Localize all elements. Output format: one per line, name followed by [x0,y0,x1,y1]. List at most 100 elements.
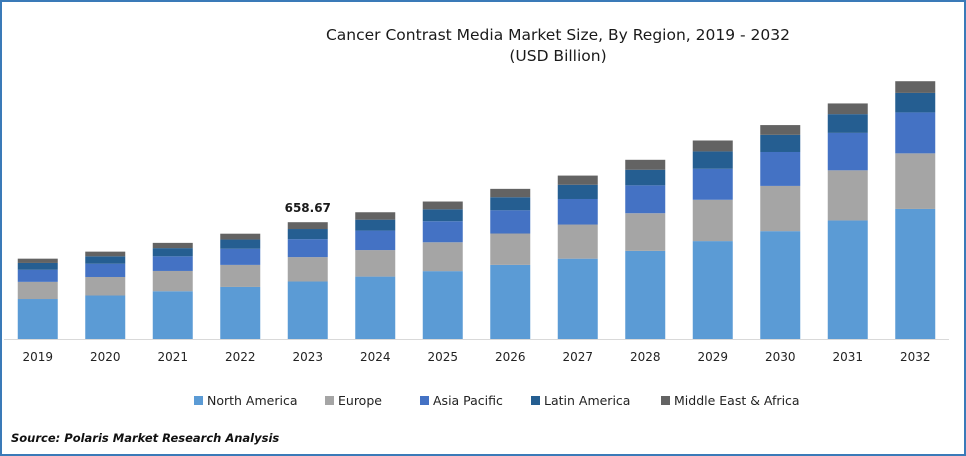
bar-north-america-2029 [692,241,733,339]
bar-asia-pacific-2027 [557,198,598,225]
x-tick-labels: 2019 2020 2021 2022 2023 2024 2025 2026 2027 2028… [22,350,930,364]
bar-latin-america-2029 [692,151,733,169]
annotation-2023: 658.67 [285,201,331,215]
bar-middle-east-and-africa-2032 [895,81,936,93]
bar-north-america-2020 [85,295,126,339]
x-tick-label-2026: 2026 [495,350,526,364]
bar-asia-pacific-2030 [760,151,801,186]
legend: North America Europe Asia Pacific Latin Ame… [194,393,800,408]
annotations: 658.67 [285,201,331,215]
bar-latin-america-2023 [287,229,328,240]
legend-label-north-america: North America [207,393,298,408]
bar-asia-pacific-2029 [692,168,733,200]
bar-europe-2023 [287,257,328,282]
bar-middle-east-and-africa-2029 [692,140,733,152]
x-tick-label-2024: 2024 [360,350,391,364]
bar-asia-pacific-2028 [625,185,666,214]
x-tick-label-2031: 2031 [832,350,863,364]
chart-subtitle: (USD Billion) [509,47,606,65]
bar-middle-east-and-africa-2021 [152,242,193,249]
bar-north-america-2023 [287,281,328,339]
bar-latin-america-2020 [85,256,126,264]
bar-middle-east-and-africa-2026 [490,188,531,198]
legend-swatch-asia-pacific [420,396,429,405]
x-tick-label-2029: 2029 [697,350,728,364]
bar-europe-2029 [692,199,733,242]
bar-north-america-2032 [895,208,936,339]
bar-europe-2020 [85,276,126,296]
bar-asia-pacific-2026 [490,210,531,234]
bar-middle-east-and-africa-2027 [557,175,598,185]
bar-north-america-2026 [490,264,531,339]
bar-europe-2019 [17,281,58,300]
bar-north-america-2022 [220,286,261,340]
bar-europe-2025 [422,242,463,272]
legend-swatch-europe [325,396,334,405]
bar-middle-east-and-africa-2028 [625,159,666,170]
bar-latin-america-2027 [557,184,598,199]
bar-europe-2024 [355,250,396,277]
bar-north-america-2024 [355,276,396,339]
bar-latin-america-2030 [760,134,801,152]
bar-latin-america-2025 [422,209,463,222]
bar-asia-pacific-2024 [355,230,396,251]
bar-north-america-2021 [152,291,193,339]
x-tick-label-2022: 2022 [225,350,256,364]
bar-north-america-2025 [422,271,463,339]
bar-latin-america-2028 [625,169,666,186]
bar-asia-pacific-2022 [220,248,261,265]
x-tick-label-2030: 2030 [765,350,796,364]
bar-latin-america-2031 [827,114,868,133]
bar-middle-east-and-africa-2019 [17,258,58,263]
legend-swatch-north-america [194,396,203,405]
x-tick-label-2019: 2019 [22,350,53,364]
bar-north-america-2030 [760,231,801,339]
bar-asia-pacific-2031 [827,132,868,171]
bar-north-america-2019 [17,299,58,339]
bar-north-america-2028 [625,250,666,339]
bar-europe-2030 [760,185,801,232]
source-note: Source: Polaris Market Research Analysis [11,431,279,445]
x-tick-label-2027: 2027 [562,350,593,364]
bar-europe-2031 [827,170,868,221]
bar-asia-pacific-2025 [422,221,463,243]
legend-swatch-latin-america [531,396,540,405]
legend-label-middle-east-and-africa: Middle East & Africa [674,393,800,408]
x-tick-label-2020: 2020 [90,350,121,364]
bar-europe-2022 [220,264,261,287]
bar-north-america-2031 [827,220,868,339]
legend-label-latin-america: Latin America [544,393,630,408]
legend-label-europe: Europe [338,393,382,408]
bar-latin-america-2019 [17,262,58,270]
bar-middle-east-and-africa-2022 [220,233,261,240]
bar-middle-east-and-africa-2030 [760,125,801,135]
x-tick-label-2021: 2021 [157,350,188,364]
bar-europe-2021 [152,270,193,292]
bar-asia-pacific-2020 [85,263,126,277]
bar-europe-2026 [490,233,531,265]
bar-asia-pacific-2032 [895,112,936,154]
bar-middle-east-and-africa-2023 [287,222,328,230]
x-tick-label-2028: 2028 [630,350,661,364]
bar-latin-america-2021 [152,248,193,257]
bar-asia-pacific-2021 [152,256,193,271]
bar-middle-east-and-africa-2025 [422,201,463,210]
bar-latin-america-2032 [895,92,936,113]
bar-middle-east-and-africa-2024 [355,212,396,220]
x-tick-label-2032: 2032 [900,350,931,364]
x-tick-label-2025: 2025 [427,350,458,364]
bar-latin-america-2022 [220,239,261,249]
x-tick-label-2023: 2023 [292,350,323,364]
bar-middle-east-and-africa-2031 [827,103,868,115]
chart-title: Cancer Contrast Media Market Size, By Re… [326,26,790,44]
bars-group [17,81,936,340]
bar-latin-america-2024 [355,219,396,231]
bar-asia-pacific-2023 [287,239,328,258]
legend-label-asia-pacific: Asia Pacific [433,393,503,408]
bar-asia-pacific-2019 [17,269,58,282]
bar-europe-2032 [895,153,936,209]
bar-north-america-2027 [557,258,598,339]
bar-europe-2028 [625,213,666,251]
